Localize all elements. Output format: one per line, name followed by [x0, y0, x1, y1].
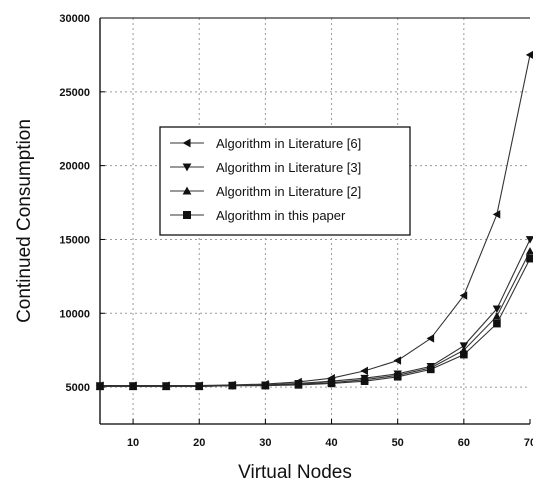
data-point-square [162, 382, 170, 391]
data-point-triangle-left [525, 50, 533, 59]
data-point-square [183, 211, 191, 219]
x-tick-label: 40 [325, 437, 337, 449]
x-axis-title: Virtual Nodes [238, 462, 352, 483]
y-tick-label: 20000 [59, 161, 90, 173]
series-line [100, 239, 531, 387]
data-point-triangle-left [182, 138, 191, 148]
series-3 [95, 247, 533, 390]
axes [99, 17, 530, 425]
data-point-triangle-down [182, 163, 192, 172]
data-point-square [526, 254, 533, 263]
y-tick-label: 5000 [66, 382, 90, 394]
legend-box [159, 126, 411, 236]
series-line [100, 258, 531, 387]
data-point-square [460, 350, 468, 359]
data-point-triangle-left [492, 210, 501, 219]
series-layer [95, 50, 533, 391]
data-point-square [294, 381, 303, 389]
x-tick-label: 10 [127, 437, 139, 449]
legend-item: Algorithm in Literature [2] [170, 184, 361, 199]
legend-item: Algorithm in Literature [6] [170, 136, 361, 151]
legend-item: Algorithm in Literature [3] [170, 160, 361, 175]
y-tick-label: 15000 [59, 234, 90, 246]
x-tick-label: 30 [259, 437, 271, 449]
data-point-triangle-left [459, 291, 468, 300]
y-tick-label: 30000 [59, 13, 90, 25]
data-point-triangle-down [492, 305, 502, 314]
data-point-triangle-up [492, 312, 502, 320]
data-point-square [393, 372, 402, 381]
data-point-square [360, 377, 369, 385]
data-point-triangle-left [426, 334, 435, 343]
data-point-square [228, 381, 237, 390]
data-point-square [426, 365, 435, 374]
y-tick-label: 25000 [59, 87, 90, 99]
x-tick-label: 20 [193, 437, 205, 449]
data-point-triangle-up [525, 247, 533, 255]
y-axis-title: Continued Consumption [14, 119, 35, 323]
y-tick-label: 10000 [59, 308, 90, 320]
series-line [100, 251, 531, 387]
legend-label: Algorithm in this paper [216, 208, 346, 223]
data-point-square [96, 382, 104, 391]
legend-item: Algorithm in this paper [170, 208, 346, 223]
data-point-square [261, 381, 270, 390]
data-point-square [195, 382, 204, 391]
legend-label: Algorithm in Literature [6] [216, 136, 361, 151]
data-point-square [493, 319, 501, 328]
legend-label: Algorithm in Literature [3] [216, 160, 361, 175]
data-point-square [129, 382, 137, 391]
legend-label: Algorithm in Literature [2] [216, 184, 361, 199]
x-tick-label: 50 [392, 437, 404, 449]
data-point-triangle-up [182, 186, 192, 195]
data-point-triangle-left [393, 356, 402, 365]
series-4 [96, 254, 533, 391]
data-point-square [327, 379, 336, 388]
x-tick-label: 60 [458, 437, 470, 449]
ticks: 10 20 30 40 50 60 70 5000 10000 15000 20000 25000 30… [59, 13, 533, 449]
data-point-triangle-left [360, 366, 368, 376]
data-point-triangle-down [525, 236, 533, 244]
x-tick-label: 70 [524, 437, 533, 449]
legend: Algorithm in Literature [6] Algorithm in … [159, 126, 411, 236]
